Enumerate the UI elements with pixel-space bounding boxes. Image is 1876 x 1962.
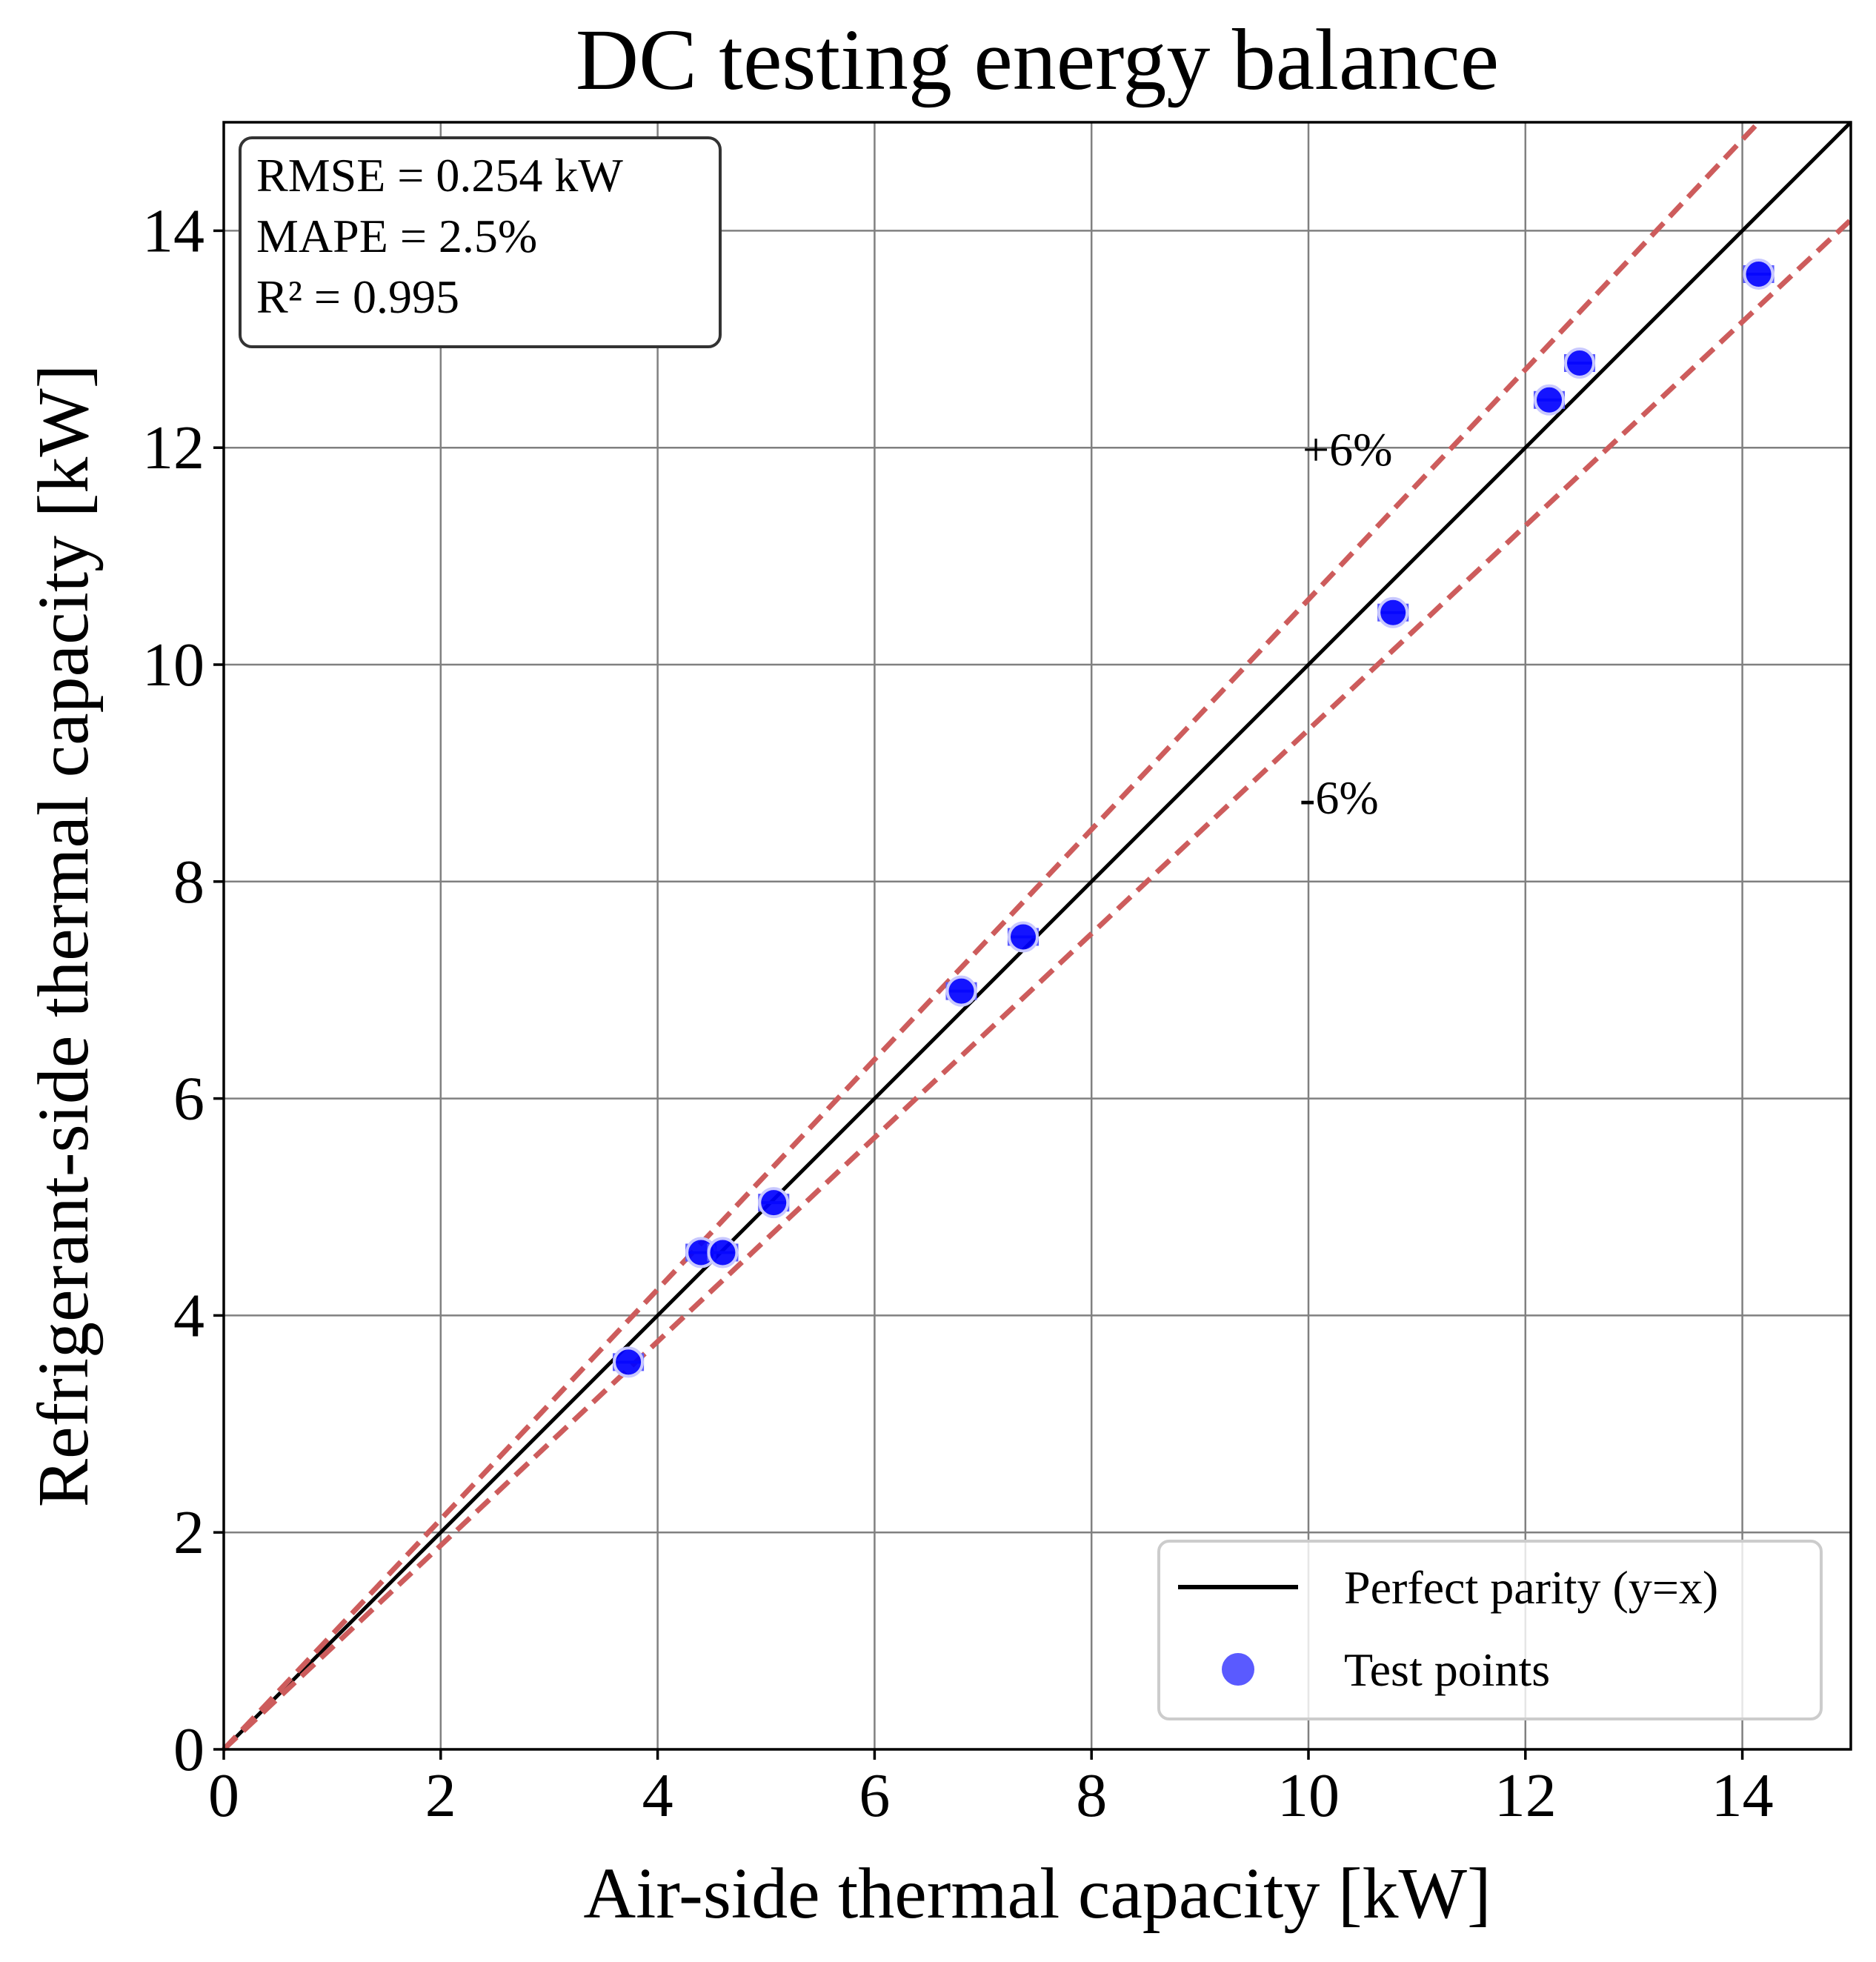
x-tick-label-5: 10 [1277, 1761, 1340, 1830]
test-point-marker [1564, 347, 1595, 379]
test-point-marker [707, 1237, 739, 1268]
legend-frame [1157, 1540, 1823, 1720]
y-tick-label-0: 0 [173, 1715, 204, 1784]
y-axis-label: Refrigerant-side thermal capacity [kW] [24, 365, 104, 1508]
annotation-plus-6: +6% [1303, 423, 1392, 476]
legend-test-points-marker [1222, 1653, 1254, 1686]
test-point-6 [1377, 596, 1409, 628]
legend: Perfect parity (y=x) Test points [1157, 1540, 1823, 1720]
x-tick-label-2: 4 [642, 1761, 673, 1830]
x-tick-label-3: 6 [859, 1761, 890, 1830]
x-tick-label-6: 12 [1494, 1761, 1557, 1830]
test-point-4 [945, 975, 977, 1007]
y-tick-label-4: 8 [173, 848, 204, 917]
stats-r2: R² = 0.995 [256, 270, 459, 323]
test-points [613, 258, 1774, 1378]
test-point-marker [945, 975, 977, 1007]
y-tick-label-3: 6 [173, 1065, 204, 1134]
chart-title: DC testing energy balance [576, 11, 1499, 108]
y-tick-label-7: 14 [142, 196, 204, 265]
test-point-5 [1007, 921, 1039, 953]
test-point-marker [1743, 258, 1774, 290]
y-tick-label-1: 2 [173, 1498, 204, 1567]
x-tick-label-4: 8 [1076, 1761, 1107, 1830]
test-point-8 [1563, 347, 1596, 379]
x-axis-ticks: 0 2 4 6 8 10 12 14 [208, 1749, 1774, 1830]
y-tick-label-2: 4 [173, 1281, 204, 1350]
test-point-marker [613, 1346, 645, 1378]
test-point-0 [613, 1346, 645, 1378]
x-tick-label-0: 0 [208, 1761, 239, 1830]
y-tick-label-6: 12 [142, 413, 204, 482]
test-point-3 [758, 1187, 790, 1219]
test-point-9 [1743, 258, 1774, 290]
y-tick-label-5: 10 [142, 631, 204, 699]
test-point-7 [1533, 384, 1566, 416]
x-axis-label: Air-side thermal capacity [kW] [583, 1854, 1491, 1934]
annotation-minus-6: -6% [1300, 771, 1379, 824]
test-point-marker [758, 1187, 790, 1219]
test-point-marker [1534, 384, 1566, 416]
stats-mape: MAPE = 2.5% [256, 210, 537, 262]
grid-lines [224, 122, 1851, 1749]
stats-box-frame [239, 136, 722, 348]
legend-parity-label: Perfect parity (y=x) [1344, 1561, 1718, 1614]
legend-test-points-label: Test points [1344, 1643, 1550, 1696]
plot-frame [222, 121, 1852, 1751]
test-point-marker [1377, 596, 1409, 628]
test-point-2 [707, 1237, 739, 1268]
x-tick-label-7: 14 [1712, 1761, 1774, 1830]
y-axis-ticks: 0 2 4 6 8 10 12 14 [142, 196, 224, 1784]
stats-rmse: RMSE = 0.254 kW [256, 149, 623, 202]
x-tick-label-1: 2 [425, 1761, 456, 1830]
test-point-marker [1007, 921, 1039, 953]
stats-box: RMSE = 0.254 kW MAPE = 2.5% R² = 0.995 [239, 136, 722, 348]
